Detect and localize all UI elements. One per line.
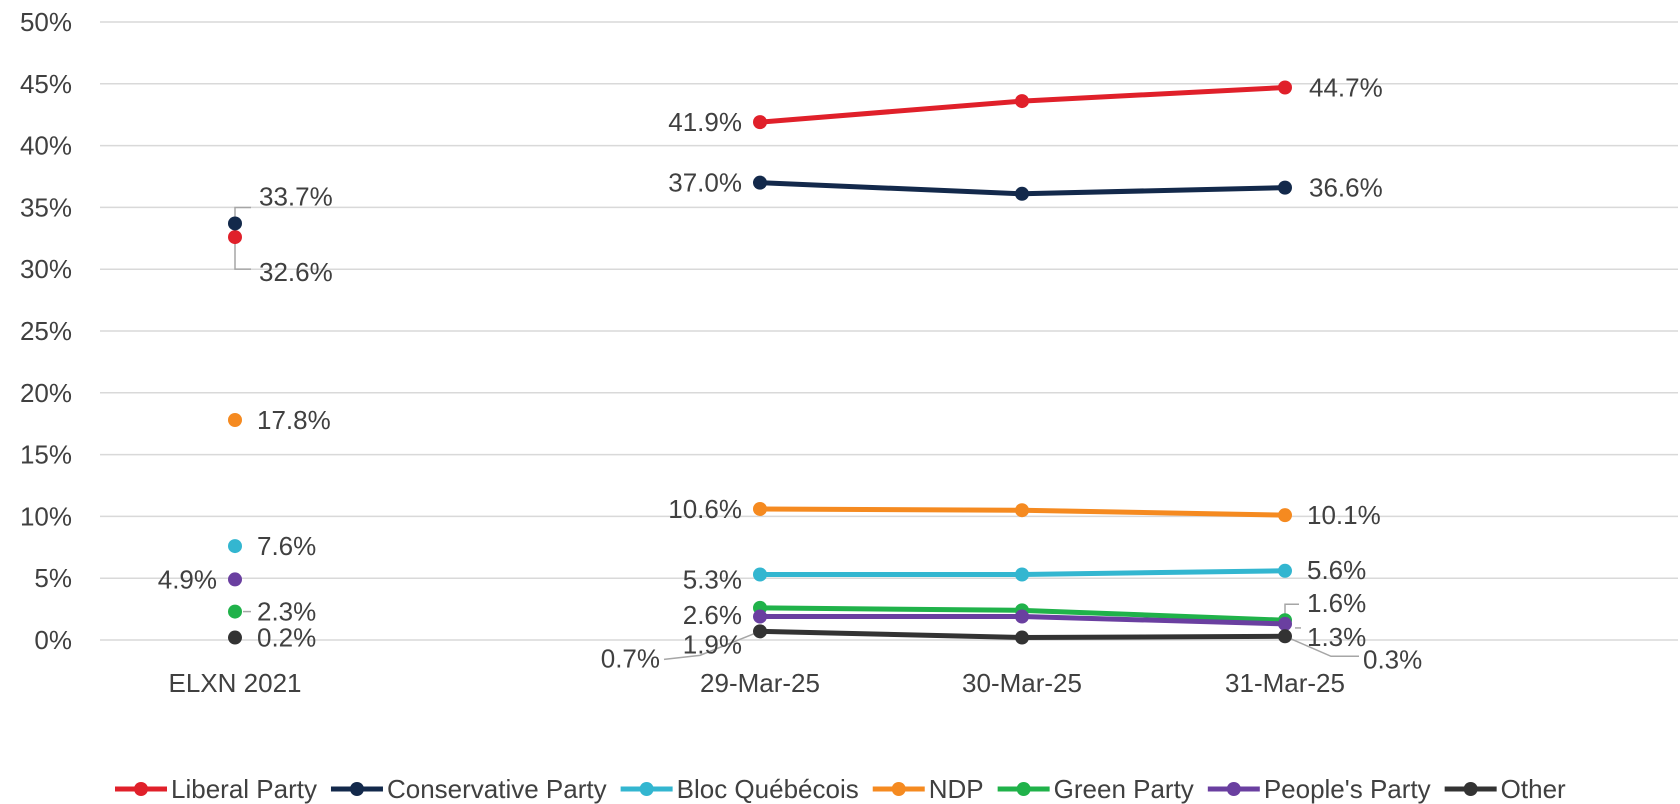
data-label: 32.6%	[259, 257, 333, 287]
series-lines	[759, 85, 1286, 641]
legend-marker	[349, 782, 364, 796]
y-tick-label: 40%	[20, 131, 72, 161]
leader-line	[1284, 603, 1299, 617]
data-point	[228, 630, 242, 645]
data-label: 2.3%	[257, 597, 316, 627]
y-tick-label: 30%	[20, 254, 72, 284]
data-points	[228, 80, 1292, 645]
data-label: 17.8%	[257, 405, 331, 435]
legend-label: Other	[1501, 774, 1566, 804]
data-point	[1015, 503, 1029, 518]
data-point	[1015, 609, 1029, 624]
data-point	[228, 572, 242, 587]
legend-item: People's Party	[1207, 774, 1431, 804]
x-tick-label: 29-Mar-25	[700, 668, 820, 698]
legend-label: People's Party	[1264, 774, 1431, 804]
data-point	[1278, 180, 1292, 195]
legend-label: NDP	[929, 774, 984, 804]
y-tick-label: 10%	[20, 501, 72, 531]
legend-item: Other	[1444, 774, 1566, 804]
data-point	[753, 501, 767, 516]
legend-label: Liberal Party	[171, 774, 317, 804]
data-point	[228, 412, 242, 427]
data-label: 5.3%	[683, 564, 742, 594]
data-point	[1278, 563, 1292, 578]
legend: Liberal Party Conservative Party Bloc Québ…	[115, 774, 1566, 804]
data-label: 7.6%	[257, 531, 316, 561]
data-point	[753, 567, 767, 582]
data-point	[228, 539, 242, 554]
legend-item: Conservative Party	[330, 774, 607, 804]
data-point	[1015, 630, 1029, 645]
legend-label: Conservative Party	[387, 774, 607, 804]
legend-item: NDP	[872, 774, 984, 804]
data-label: 37.0%	[668, 168, 742, 198]
legend-label: Bloc Québécois	[677, 774, 859, 804]
legend-item: Green Party	[997, 774, 1194, 804]
data-label: 33.7%	[259, 181, 333, 211]
data-label: 1.9%	[683, 630, 742, 660]
y-tick-label: 20%	[20, 378, 72, 408]
data-label: 1.3%	[1307, 622, 1366, 652]
label-leader-lines	[234, 206, 1359, 661]
data-point	[1015, 186, 1029, 201]
data-label: 5.6%	[1307, 555, 1366, 585]
legend-marker	[639, 782, 654, 796]
y-tick-label: 35%	[20, 192, 72, 222]
legend-marker	[134, 782, 148, 796]
y-tick-label: 45%	[20, 69, 72, 99]
data-label: 0.2%	[257, 623, 316, 653]
leader-line	[1284, 635, 1359, 658]
data-point	[1278, 629, 1292, 644]
data-point	[228, 230, 242, 245]
data-labels: 32.6% 41.9% 44.7% 33.7% 37.0% 36.6% 7.6% 5.3% 5.…	[158, 73, 1423, 675]
legend-label: Green Party	[1054, 774, 1194, 804]
data-label: 10.1%	[1307, 500, 1381, 530]
legend-marker	[1463, 782, 1478, 796]
data-label: 0.3%	[1363, 644, 1422, 674]
y-tick-label: 50%	[20, 7, 72, 37]
data-label: 0.7%	[601, 643, 660, 673]
legend-item: Bloc Québécois	[620, 774, 859, 804]
data-point	[1278, 80, 1292, 95]
gridlines	[100, 21, 1678, 641]
data-point	[228, 216, 242, 231]
legend-marker	[891, 782, 906, 796]
data-point	[1015, 94, 1029, 109]
x-tick-label: ELXN 2021	[169, 668, 302, 698]
y-tick-label: 5%	[34, 563, 72, 593]
legend-item: Liberal Party	[115, 774, 317, 804]
data-label: 2.6%	[683, 600, 742, 630]
x-tick-label: 31-Mar-25	[1225, 668, 1345, 698]
data-point	[753, 175, 767, 190]
legend-marker	[1016, 782, 1031, 796]
data-point	[1278, 616, 1292, 631]
data-label: 4.9%	[158, 564, 217, 594]
leader-line	[663, 630, 761, 661]
data-label: 10.6%	[668, 494, 742, 524]
data-point	[228, 604, 242, 619]
y-tick-label: 0%	[34, 625, 72, 655]
legend-marker	[1226, 782, 1241, 796]
y-axis-ticks: 0% 5% 10% 15% 20% 25% 30% 35% 40% 45% 50%	[20, 7, 72, 655]
data-point	[1278, 508, 1292, 523]
x-axis-ticks: ELXN 2021 29-Mar-25 30-Mar-25 31-Mar-25	[169, 668, 1345, 698]
data-label: 41.9%	[668, 107, 742, 137]
data-label: 44.7%	[1309, 73, 1383, 103]
data-point	[753, 624, 767, 639]
data-point	[753, 609, 767, 624]
y-tick-label: 15%	[20, 440, 72, 470]
data-point	[1015, 567, 1029, 582]
leader-line	[234, 237, 251, 270]
data-point	[753, 115, 767, 130]
data-label: 36.6%	[1309, 173, 1383, 203]
data-label: 1.6%	[1307, 588, 1366, 618]
x-tick-label: 30-Mar-25	[962, 668, 1082, 698]
y-tick-label: 25%	[20, 316, 72, 346]
